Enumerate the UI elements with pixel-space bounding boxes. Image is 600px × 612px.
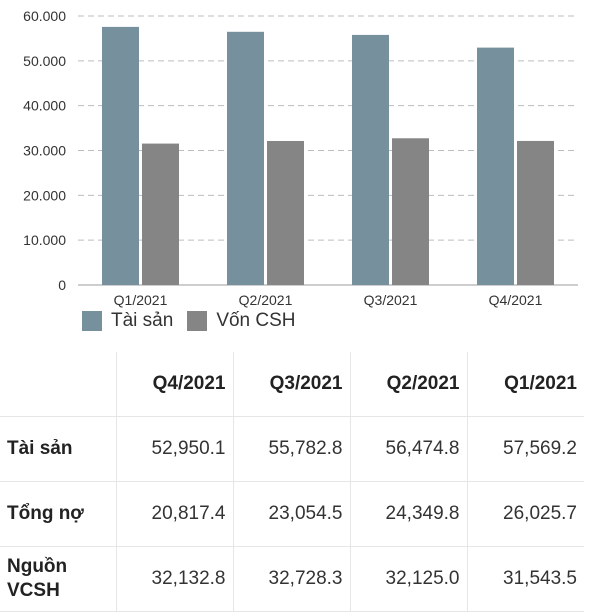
table-cell: 32,132.8 — [116, 546, 234, 612]
y-tick-label: 60.000 — [23, 8, 66, 24]
y-tick-label: 40.000 — [23, 98, 66, 114]
table-cell: 31,543.5 — [467, 546, 584, 612]
y-tick-label: 50.000 — [23, 53, 66, 69]
bar-assets — [477, 47, 514, 285]
bar-equity — [392, 138, 429, 285]
row-label: Nguồn VCSH — [0, 546, 117, 612]
table-header-cell: Q4/2021 — [116, 352, 234, 417]
bar-assets — [102, 26, 139, 286]
legend-label-assets: Tài sản — [111, 310, 174, 331]
table-cell: 32,728.3 — [233, 546, 351, 612]
y-tick-label: 30.000 — [23, 143, 66, 159]
table-cell: 24,349.8 — [350, 481, 468, 547]
x-tick-label: Q3/2021 — [364, 292, 418, 308]
financial-table: Q4/2021 Q3/2021 Q2/2021 Q1/2021 Tài sản … — [0, 352, 584, 612]
table-cell: 55,782.8 — [233, 416, 351, 482]
bar-equity — [517, 140, 554, 285]
row-label: Tài sản — [0, 416, 117, 482]
table-row: Tài sản 52,950.1 55,782.8 56,474.8 57,56… — [0, 416, 584, 482]
table-cell: 32,125.0 — [350, 546, 468, 612]
x-tick-label: Q2/2021 — [239, 292, 293, 308]
table-header-row: Q4/2021 Q3/2021 Q2/2021 Q1/2021 — [0, 352, 584, 417]
legend-label-equity: Vốn CSH — [216, 310, 296, 331]
y-tick-label: 0 — [58, 277, 66, 293]
table-header-cell: Q1/2021 — [467, 352, 584, 417]
y-tick-label: 20.000 — [23, 187, 66, 203]
table-cell: 57,569.2 — [467, 416, 584, 482]
table-row: Tổng nợ 20,817.4 23,054.5 24,349.8 26,02… — [0, 481, 584, 547]
x-tick-label: Q1/2021 — [114, 292, 168, 308]
bar-assets — [227, 31, 264, 286]
table-header-cell: Q3/2021 — [233, 352, 351, 417]
table-cell: 23,054.5 — [233, 481, 351, 547]
table-header-blank — [0, 352, 117, 417]
x-tick-label: Q4/2021 — [489, 292, 543, 308]
table-row: Nguồn VCSH 32,132.8 32,728.3 32,125.0 31… — [0, 546, 584, 612]
bar-assets — [352, 34, 389, 286]
chart-legend: Tài sản Vốn CSH — [82, 309, 310, 333]
bar-chart: 0 10.000 20.000 30.000 40.000 50.000 60.000 Q1/… — [23, 8, 578, 308]
legend-swatch-assets — [82, 311, 102, 331]
legend-item-assets[interactable]: Tài sản — [82, 310, 173, 332]
table-cell: 26,025.7 — [467, 481, 584, 547]
table-cell: 20,817.4 — [116, 481, 234, 547]
table-header-cell: Q2/2021 — [350, 352, 468, 417]
bar-equity — [142, 143, 179, 285]
table-cell: 56,474.8 — [350, 416, 468, 482]
legend-swatch-equity — [187, 311, 208, 331]
legend-item-equity[interactable]: Vốn CSH — [187, 310, 296, 332]
bar-equity — [267, 140, 304, 285]
y-tick-label: 10.000 — [23, 232, 66, 248]
table-cell: 52,950.1 — [116, 416, 234, 482]
row-label: Tổng nợ — [0, 481, 117, 547]
